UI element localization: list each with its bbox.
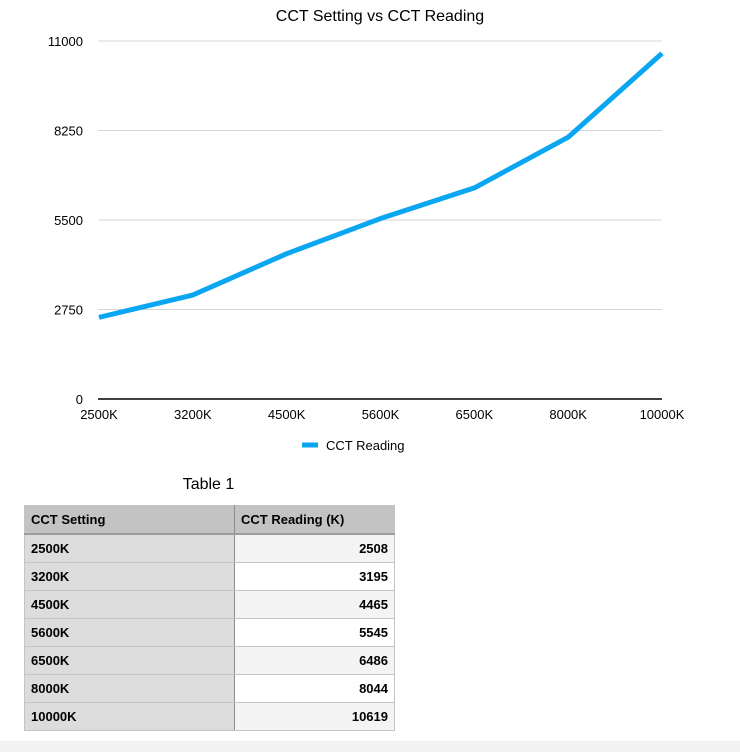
y-tick-label: 8250 bbox=[54, 124, 83, 139]
cell-cct-reading: 8044 bbox=[234, 674, 395, 703]
cell-cct-reading: 5545 bbox=[234, 618, 395, 647]
table-row: 6500K 6486 bbox=[24, 646, 395, 675]
header-cct-reading: CCT Reading (K) bbox=[234, 505, 395, 535]
table-row: 10000K 10619 bbox=[24, 702, 395, 731]
header-cct-setting: CCT Setting bbox=[24, 505, 235, 535]
table-row: 4500K 4465 bbox=[24, 590, 395, 619]
x-tick-label: 6500K bbox=[456, 407, 494, 422]
y-tick-label: 0 bbox=[76, 392, 83, 407]
table-row: 2500K 2508 bbox=[24, 533, 395, 563]
cell-cct-setting: 6500K bbox=[24, 646, 235, 675]
line-chart: CCT Setting vs CCT Reading 0 2750 5500 8250 1… bbox=[48, 8, 685, 453]
cell-cct-setting: 2500K bbox=[24, 533, 235, 563]
cell-cct-reading: 2508 bbox=[234, 533, 395, 563]
cell-cct-reading: 3195 bbox=[234, 562, 395, 591]
cell-cct-reading: 4465 bbox=[234, 590, 395, 619]
cell-cct-reading: 10619 bbox=[234, 702, 395, 731]
cell-cct-setting: 3200K bbox=[24, 562, 235, 591]
cell-cct-setting: 10000K bbox=[24, 702, 235, 731]
bottom-band bbox=[0, 741, 740, 752]
table-header-row: CCT Setting CCT Reading (K) bbox=[24, 505, 395, 535]
x-tick-label: 3200K bbox=[174, 407, 212, 422]
cell-cct-setting: 8000K bbox=[24, 674, 235, 703]
cell-cct-setting: 5600K bbox=[24, 618, 235, 647]
series-line bbox=[98, 51, 664, 320]
table-title: Table 1 bbox=[182, 476, 235, 493]
x-tick-label: 5600K bbox=[362, 407, 400, 422]
legend-label: CCT Reading bbox=[326, 438, 405, 453]
y-tick-label: 5500 bbox=[54, 213, 83, 228]
x-tick-label: 8000K bbox=[549, 407, 587, 422]
cell-cct-reading: 6486 bbox=[234, 646, 395, 675]
table-row: 8000K 8044 bbox=[24, 674, 395, 703]
table-row: 5600K 5545 bbox=[24, 618, 395, 647]
x-tick-label: 4500K bbox=[268, 407, 306, 422]
data-table: CCT Setting CCT Reading (K) 2500K 2508 320… bbox=[24, 505, 395, 731]
chart-title: CCT Setting vs CCT Reading bbox=[276, 8, 484, 25]
y-tick-label: 11000 bbox=[48, 34, 83, 49]
table-row: 3200K 3195 bbox=[24, 562, 395, 591]
x-tick-label: 2500K bbox=[80, 407, 118, 422]
x-tick-label: 10000K bbox=[640, 407, 685, 422]
y-tick-label: 2750 bbox=[54, 303, 83, 318]
cell-cct-setting: 4500K bbox=[24, 590, 235, 619]
